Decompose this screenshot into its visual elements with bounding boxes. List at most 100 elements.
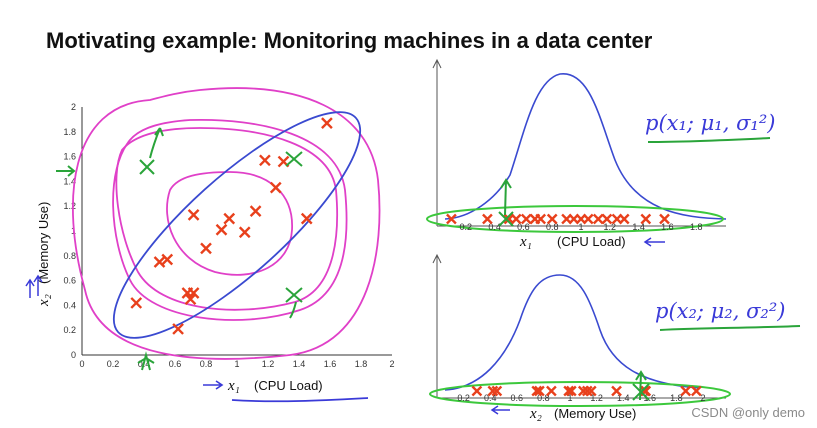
top-x-tick-label: 0.2 bbox=[460, 222, 473, 232]
arrow-icon bbox=[203, 380, 224, 390]
scatter-x-tick-label: 0 bbox=[79, 359, 84, 369]
scatter-y-tick-label: 0.4 bbox=[63, 300, 76, 310]
scatter-x-tick-label: 1.2 bbox=[262, 359, 275, 369]
top-axis-point bbox=[592, 213, 604, 225]
bottom-x-tick-label: 1.8 bbox=[670, 393, 683, 403]
top-x-tick-label: 1.2 bbox=[604, 222, 617, 232]
top-axis-point bbox=[582, 213, 594, 225]
contour-inner bbox=[166, 171, 293, 276]
scatter-y-var: x₂ bbox=[36, 294, 52, 307]
bottom-axis-point bbox=[581, 385, 593, 397]
bottom-x-tick-label: 1.2 bbox=[590, 393, 603, 403]
scatter-x-tick-label: 0.8 bbox=[200, 359, 213, 369]
bottom-x-tick-label: 0.8 bbox=[537, 393, 550, 403]
bottom-gaussian-plot: 0.2 0.4 0.6 0.8 1 1.2 1.4 1.6 1.8 2 x₂ (Memory Us… bbox=[429, 253, 801, 422]
top-x-var: x₁ bbox=[519, 234, 532, 250]
scatter-y-tick-label: 1.2 bbox=[63, 201, 76, 211]
top-back-arrow-icon bbox=[643, 237, 665, 247]
scatter-y-tick-label: 0 bbox=[71, 350, 76, 360]
bottom-formula-underline bbox=[659, 325, 801, 331]
scatter-y-tick-label: 0.8 bbox=[63, 251, 76, 261]
top-x-tick-label: 1.8 bbox=[690, 222, 703, 232]
top-axis-point bbox=[510, 213, 522, 225]
bottom-axis-point bbox=[611, 385, 622, 397]
watermark: CSDN @only demo bbox=[691, 405, 805, 420]
top-plot-points bbox=[446, 213, 670, 225]
scatter-point bbox=[269, 181, 282, 194]
scatter-y-tick-label: 2 bbox=[71, 102, 76, 112]
top-formula-underline bbox=[647, 137, 771, 143]
bottom-x-tick-label: 1.4 bbox=[617, 393, 630, 403]
top-x-tick-label: 0.8 bbox=[546, 222, 559, 232]
bottom-gaussian-curve bbox=[444, 274, 701, 391]
scatter-x-var: x₁ bbox=[227, 378, 240, 394]
scatter-y-label: x₂ (Memory Use) bbox=[36, 202, 52, 307]
contour-mid-2 bbox=[115, 127, 339, 311]
anomaly-mark-x-axis bbox=[137, 351, 155, 371]
top-plot-y-arrow bbox=[432, 58, 442, 69]
anomaly-mark-y-axis bbox=[56, 165, 76, 177]
scatter-y-ticks: 00.20.40.60.811.21.41.61.82 bbox=[63, 102, 76, 360]
top-plot-x-ticks: 0.2 0.4 0.6 0.8 1 1.2 1.4 1.6 1.8 bbox=[460, 222, 703, 232]
top-green-arrow bbox=[498, 178, 514, 227]
green-anomaly-marks bbox=[56, 127, 303, 371]
bottom-x-tick-label: 1 bbox=[567, 393, 572, 403]
scatter-x-text: (CPU Load) bbox=[254, 378, 323, 393]
bottom-x-tick-label: 2 bbox=[700, 393, 705, 403]
scatter-point bbox=[200, 242, 212, 255]
top-gaussian-plot: 0.2 0.4 0.6 0.8 1 1.2 1.4 1.6 1.8 x₁ (CPU Load) … bbox=[426, 58, 775, 250]
top-x-tick-label: 1 bbox=[578, 222, 583, 232]
bottom-x-var: x₂ bbox=[529, 406, 542, 422]
anomaly-mark-3 bbox=[285, 287, 303, 319]
pink-contours bbox=[72, 87, 381, 360]
scatter-y-tick-label: 0.6 bbox=[63, 276, 76, 286]
bottom-x-tick-label: 0.4 bbox=[484, 393, 497, 403]
bottom-green-arrow bbox=[632, 370, 650, 401]
top-axis-point bbox=[546, 213, 558, 225]
top-axis-point bbox=[659, 213, 670, 225]
scatter-y-text: (Memory Use) bbox=[36, 202, 51, 284]
top-x-tick-label: 1.4 bbox=[632, 222, 645, 232]
scatter-point bbox=[259, 154, 271, 167]
scatter-y-tick-label: 1.4 bbox=[63, 176, 76, 186]
y-arrow-icon bbox=[25, 274, 43, 298]
blue-ellipse bbox=[112, 111, 362, 339]
bottom-axis-point bbox=[531, 385, 543, 397]
scatter-point bbox=[161, 253, 174, 266]
bottom-x-tick-label: 1.6 bbox=[644, 393, 657, 403]
top-axis-point bbox=[520, 213, 532, 225]
bottom-plot-points bbox=[471, 385, 702, 397]
underline-mark bbox=[231, 397, 369, 403]
scatter-point bbox=[215, 223, 228, 236]
anomaly-mark-1 bbox=[139, 127, 164, 175]
bottom-plot-y-arrow bbox=[432, 253, 442, 264]
scatter-y-tick-label: 0.2 bbox=[63, 325, 76, 335]
bottom-axis-point bbox=[680, 385, 692, 397]
scatter-point bbox=[249, 205, 262, 218]
top-x-tick-label: 0.6 bbox=[517, 222, 530, 232]
bottom-axis-point bbox=[546, 385, 557, 397]
scatter-point bbox=[300, 212, 313, 225]
top-axis-point bbox=[601, 213, 613, 225]
scatter-points bbox=[130, 117, 333, 335]
anomaly-mark-2 bbox=[285, 151, 303, 167]
scatter-y-tick-label: 1.6 bbox=[63, 152, 76, 162]
scatter-x-tick-label: 0.2 bbox=[107, 359, 120, 369]
scatter-x-tick-label: 1 bbox=[234, 359, 239, 369]
bottom-green-highlight bbox=[429, 381, 731, 407]
top-x-tick-label: 0.4 bbox=[488, 222, 501, 232]
scatter-point bbox=[321, 117, 333, 129]
bottom-axis-point bbox=[563, 385, 575, 397]
top-axis-point bbox=[640, 213, 652, 225]
bottom-x-text: (Memory Use) bbox=[554, 406, 636, 421]
top-axis-point bbox=[482, 213, 493, 225]
bottom-axis-point bbox=[565, 385, 577, 397]
top-formula: p(x₁; μ₁, σ₁²) bbox=[645, 111, 775, 135]
bottom-axis-point bbox=[577, 385, 589, 397]
slide-title: Motivating example: Monitoring machines … bbox=[46, 28, 653, 53]
scatter-point bbox=[223, 212, 236, 225]
top-gaussian-curve bbox=[444, 73, 727, 220]
scatter-point bbox=[172, 323, 184, 335]
top-x-text: (CPU Load) bbox=[557, 234, 626, 249]
